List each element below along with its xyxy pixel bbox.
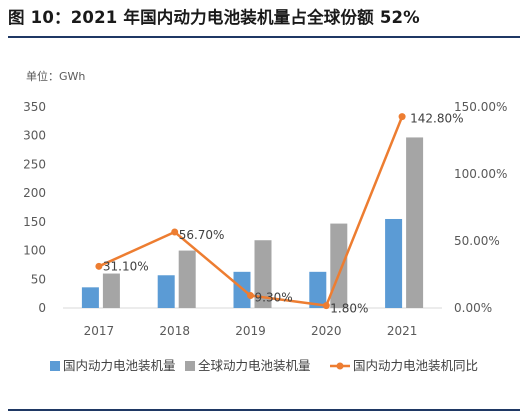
left-tick-label: 250 (23, 157, 46, 171)
unit-label: 单位：GWh (26, 69, 85, 83)
bar-domestic-2020 (309, 271, 327, 308)
growth-label-2020: 1.80% (330, 302, 368, 316)
growth-point-2021 (398, 113, 406, 121)
x-tick-label: 2017 (84, 324, 115, 338)
bottom-divider (8, 409, 520, 411)
left-tick-label: 300 (23, 129, 46, 143)
left-tick-label: 200 (23, 186, 46, 200)
x-tick-label: 2019 (235, 324, 266, 338)
x-tick-label: 2021 (387, 324, 418, 338)
legend-swatch-1 (185, 361, 195, 371)
bar-domestic-2018 (157, 275, 175, 308)
bar-global-2019 (254, 240, 272, 308)
right-axis: 0.00% 50.00% 100.00% 150.00% (454, 100, 507, 315)
left-tick-label: 0 (38, 301, 46, 315)
growth-label-2018: 56.70% (179, 228, 225, 242)
line-series (95, 113, 406, 310)
bar-global-2018 (178, 250, 196, 308)
legend-label-2: 国内动力电池装机同比 (353, 358, 478, 373)
title-divider (8, 36, 520, 38)
growth-point-2020 (322, 302, 330, 310)
x-tick-label: 2020 (311, 324, 342, 338)
legend-swatch-0 (50, 361, 60, 371)
bar-global-2021 (406, 137, 424, 308)
legend: 国内动力电池装机量 全球动力电池装机量 国内动力电池装机同比 (50, 358, 478, 373)
growth-label-2017: 31.10% (103, 259, 149, 273)
growth-point-2018 (171, 228, 179, 236)
growth-point-2019 (247, 292, 254, 300)
bar-global-2020 (330, 223, 348, 308)
left-tick-label: 50 (31, 272, 46, 286)
growth-label-2021: 142.80% (410, 112, 463, 126)
page-title: 图 10：2021 年国内动力电池装机量占全球份额 52% (8, 8, 420, 27)
data-labels: 31.10% 56.70% 9.30% 1.80% 142.80% (103, 112, 464, 316)
bar-global-2017 (102, 273, 120, 308)
growth-point-2017 (95, 262, 103, 270)
legend-marker-2 (336, 362, 344, 370)
left-tick-label: 100 (23, 244, 46, 258)
bar-domestic-2017 (81, 287, 99, 308)
left-tick-label: 150 (23, 215, 46, 229)
bar-domestic-2021 (385, 218, 403, 308)
bars (81, 137, 424, 308)
x-tick-label: 2018 (159, 324, 190, 338)
left-axis: 0 50 100 150 200 250 300 350 (23, 100, 46, 315)
right-tick-label: 50.00% (454, 234, 500, 248)
right-tick-label: 0.00% (454, 301, 492, 315)
legend-label-1: 全球动力电池装机量 (198, 358, 311, 373)
right-tick-label: 100.00% (454, 167, 507, 181)
growth-label-2019: 9.30% (255, 291, 293, 305)
left-tick-label: 350 (23, 100, 46, 114)
x-axis: 2017 2018 2019 2020 2021 (84, 324, 418, 338)
right-tick-label: 150.00% (454, 100, 507, 114)
legend-label-0: 国内动力电池装机量 (63, 358, 176, 373)
